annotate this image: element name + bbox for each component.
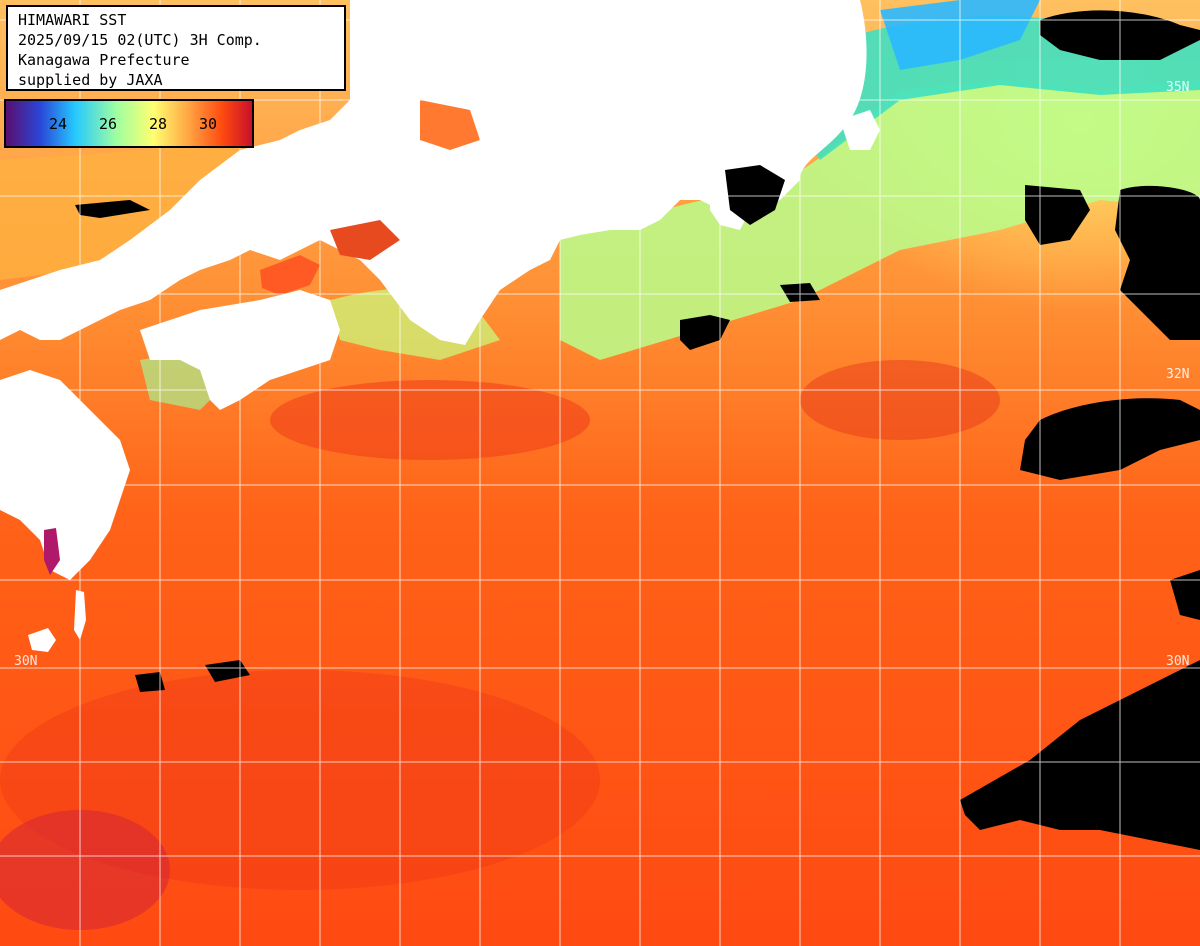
legend-tick-28: 28 bbox=[148, 115, 168, 133]
cloud-mass bbox=[135, 672, 165, 692]
cloud-mass bbox=[75, 200, 150, 218]
cloud-mass bbox=[725, 165, 785, 225]
yakushima-island bbox=[28, 628, 56, 652]
cloud-mass bbox=[1170, 570, 1200, 620]
color-scale-bar bbox=[6, 101, 252, 146]
legend-tick-24: 24 bbox=[48, 115, 68, 133]
kyushu-land bbox=[0, 370, 130, 580]
warm-patch bbox=[270, 380, 590, 460]
warm-patch bbox=[0, 810, 170, 930]
cloud-mass bbox=[680, 315, 730, 350]
boso-peninsula bbox=[840, 110, 880, 150]
lat-label-right-30n: 30N bbox=[1166, 654, 1190, 669]
title-line-source: supplied by JAXA bbox=[18, 71, 163, 89]
lat-label-middle-right: 32N bbox=[1166, 367, 1190, 382]
kii-peninsula bbox=[400, 230, 480, 340]
cloud-mass bbox=[1115, 185, 1200, 340]
title-line-region: Kanagawa Prefecture bbox=[18, 51, 190, 69]
coastal-warm-bay bbox=[420, 100, 480, 150]
cloud-mass bbox=[960, 660, 1200, 850]
lat-label-upper-right: 35N bbox=[1166, 80, 1190, 95]
lat-label-left-30n: 30N bbox=[14, 654, 38, 669]
legend-tick-26: 26 bbox=[98, 115, 118, 133]
kagoshima-bay bbox=[44, 528, 60, 575]
honshu-land bbox=[0, 0, 867, 345]
cloud-mass bbox=[1020, 398, 1200, 480]
warm-patch bbox=[800, 360, 1000, 440]
coastal-warm-bay bbox=[260, 255, 320, 295]
title-line-datetime: 2025/09/15 02(UTC) 3H Comp. bbox=[18, 31, 262, 49]
cloud-mass bbox=[1025, 185, 1090, 245]
map-title-box: HIMAWARI SST 2025/09/15 02(UTC) 3H Comp.… bbox=[6, 5, 346, 91]
color-scale-legend: 24 26 28 30 bbox=[4, 99, 254, 148]
coastal-warm-bay bbox=[330, 220, 400, 260]
title-line-product: HIMAWARI SST bbox=[18, 11, 127, 29]
legend-tick-30: 30 bbox=[198, 115, 218, 133]
west-cool-water bbox=[0, 120, 250, 280]
cloud-mass bbox=[205, 660, 250, 682]
